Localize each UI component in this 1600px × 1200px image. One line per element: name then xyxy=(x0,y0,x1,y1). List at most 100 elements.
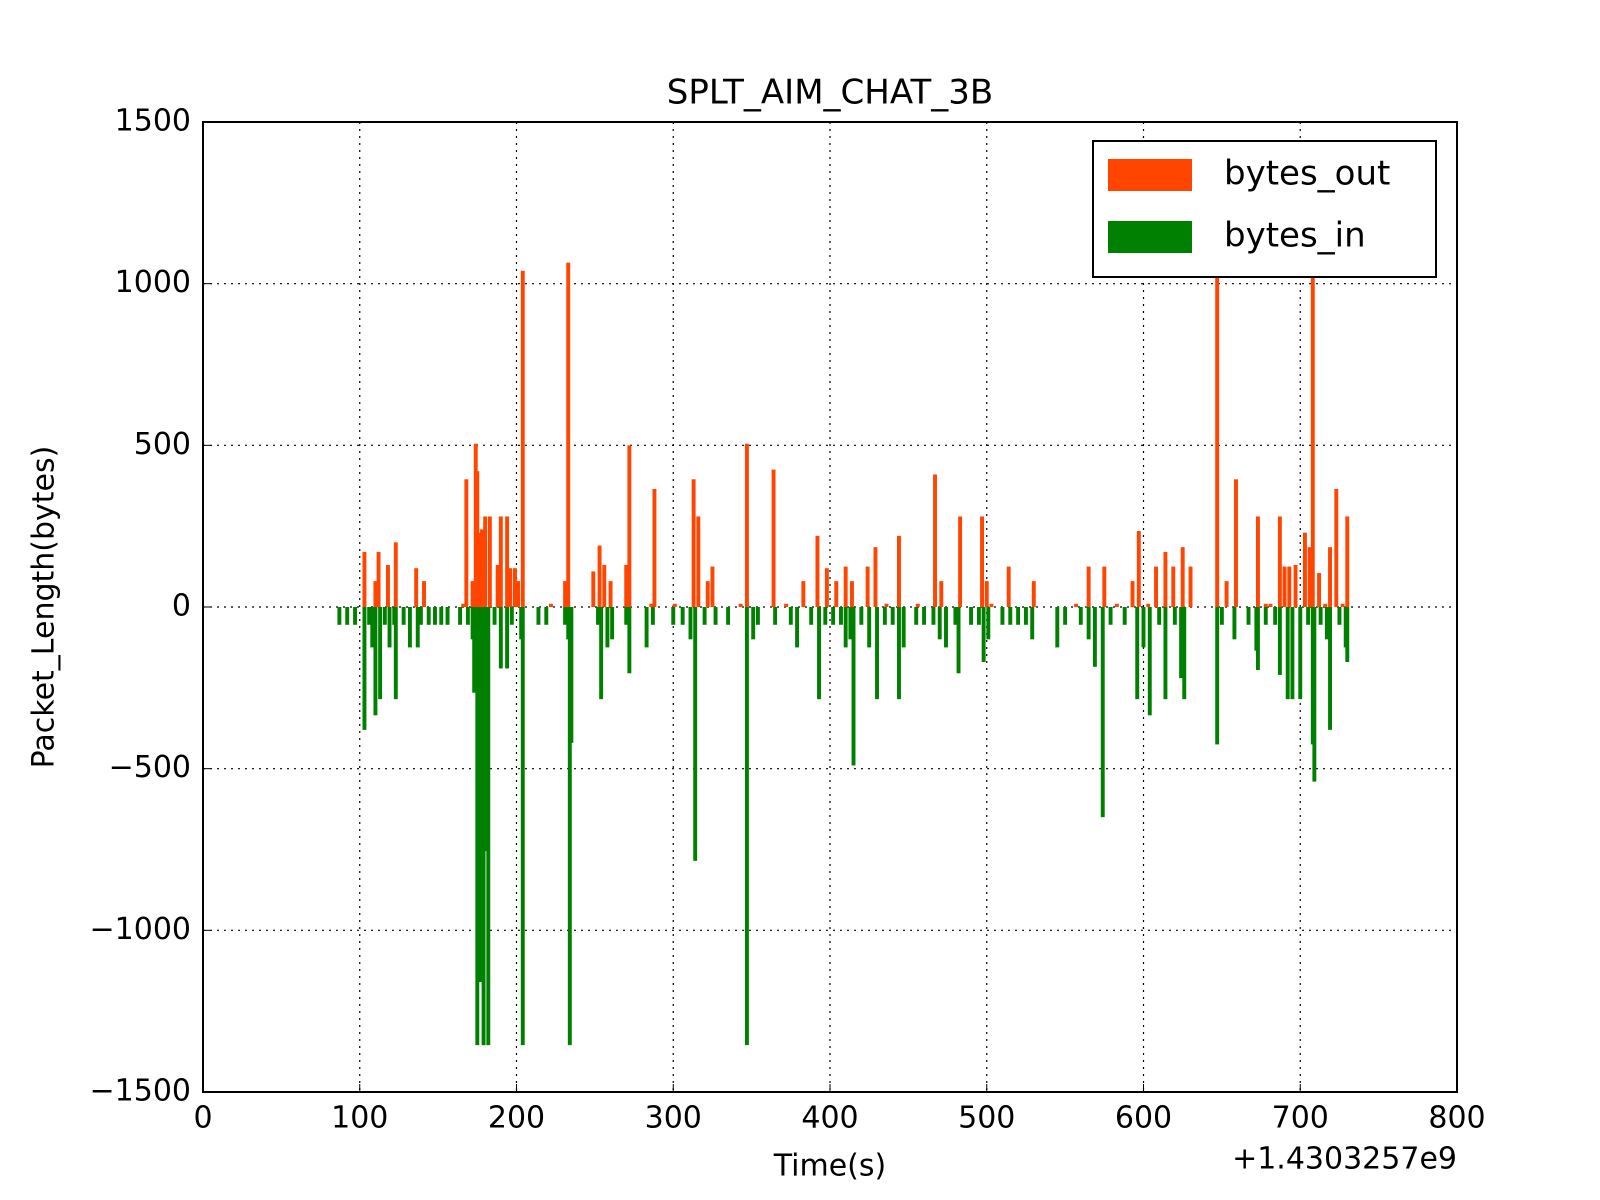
bar xyxy=(680,607,685,625)
bar xyxy=(1328,547,1332,607)
bar xyxy=(931,607,936,625)
bar xyxy=(744,443,749,607)
bar xyxy=(472,607,477,693)
bar xyxy=(563,581,568,607)
bar xyxy=(1215,270,1220,607)
bar xyxy=(738,603,743,607)
bar xyxy=(969,607,974,625)
x-tick-label: 600 xyxy=(1115,1101,1172,1136)
bar xyxy=(393,607,398,700)
bar xyxy=(1317,573,1322,607)
x-tick-label: 200 xyxy=(488,1101,545,1136)
bar xyxy=(1287,566,1292,607)
bar xyxy=(1282,566,1287,607)
bar xyxy=(1102,566,1107,607)
bar xyxy=(1263,607,1268,625)
bar xyxy=(1310,270,1315,607)
bar xyxy=(475,607,480,1046)
bar xyxy=(362,607,367,730)
bar xyxy=(839,607,843,625)
bar xyxy=(956,607,961,674)
x-tick-label: 800 xyxy=(1428,1101,1485,1136)
bar xyxy=(627,445,632,607)
bar xyxy=(475,471,480,607)
bar xyxy=(1345,516,1350,607)
bar xyxy=(671,607,676,625)
bar xyxy=(771,469,776,607)
bar xyxy=(831,607,836,625)
bar xyxy=(544,607,549,625)
bar xyxy=(1234,479,1238,607)
bar xyxy=(784,603,789,607)
bar xyxy=(373,607,378,716)
bar xyxy=(498,516,503,607)
bar xyxy=(1188,566,1193,607)
bar xyxy=(505,516,510,607)
bar xyxy=(755,607,760,625)
bar xyxy=(989,603,994,607)
bar xyxy=(1146,603,1151,607)
bar xyxy=(1000,607,1005,625)
bar xyxy=(1055,607,1060,648)
bar xyxy=(1232,607,1237,640)
bar xyxy=(696,516,701,607)
bar xyxy=(843,607,848,648)
bar xyxy=(373,581,378,607)
bar xyxy=(1114,603,1119,607)
bar xyxy=(492,607,497,625)
bar xyxy=(433,607,437,625)
bar xyxy=(487,516,492,607)
bar xyxy=(848,607,853,640)
bar xyxy=(939,581,944,607)
bar xyxy=(567,607,572,1046)
bar xyxy=(1023,607,1028,625)
bar xyxy=(1224,581,1229,607)
y-tick-label: −500 xyxy=(109,750,191,785)
bar xyxy=(882,607,887,625)
bar xyxy=(599,607,604,700)
bar xyxy=(512,568,517,607)
bar xyxy=(649,603,654,607)
bar xyxy=(1277,516,1282,607)
bar xyxy=(1147,607,1152,716)
bar xyxy=(815,535,820,607)
bar xyxy=(1298,607,1303,700)
bar xyxy=(591,571,596,607)
bar xyxy=(705,581,710,607)
bar xyxy=(691,479,696,607)
bar xyxy=(1324,607,1329,640)
bar xyxy=(549,603,553,607)
x-tick-label: 500 xyxy=(958,1101,1015,1136)
bar xyxy=(563,607,568,625)
bar xyxy=(414,568,419,607)
bar xyxy=(650,607,655,625)
bar xyxy=(1171,566,1176,607)
bar xyxy=(624,607,629,625)
bar xyxy=(1285,607,1290,700)
y-tick-label: 1000 xyxy=(115,265,191,300)
y-axis-label: Packet_Length(bytes) xyxy=(27,446,62,769)
bar xyxy=(693,607,698,861)
bar xyxy=(597,545,602,607)
legend-swatch xyxy=(1108,221,1192,253)
bar xyxy=(1030,607,1035,640)
bar xyxy=(1122,607,1127,625)
bar xyxy=(1031,581,1036,607)
bar xyxy=(788,607,793,625)
bar xyxy=(376,552,381,607)
bar xyxy=(624,564,629,607)
bar xyxy=(915,603,920,607)
bar xyxy=(672,603,677,607)
bar xyxy=(1179,607,1184,679)
bar xyxy=(461,603,466,607)
bar xyxy=(610,607,615,640)
bar xyxy=(652,488,657,607)
bar xyxy=(1130,581,1135,607)
bar xyxy=(1063,607,1068,625)
legend-label: bytes_out xyxy=(1224,154,1390,194)
x-tick-label: 0 xyxy=(193,1101,212,1136)
bar xyxy=(1141,607,1146,648)
bar xyxy=(834,581,839,607)
bar xyxy=(1086,566,1091,607)
